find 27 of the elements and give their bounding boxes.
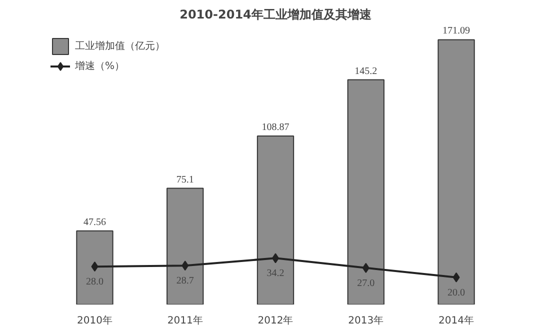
x-tick-label: 2010年	[77, 314, 112, 326]
bar	[438, 39, 475, 304]
bar	[76, 230, 114, 304]
legend-label: 工业增加值（亿元）	[75, 40, 165, 53]
data-label: 108.87	[262, 122, 290, 134]
x-tick-label: 2013年	[348, 314, 384, 326]
data-label: 145.2	[354, 66, 378, 77]
point	[452, 272, 460, 282]
point	[91, 262, 98, 272]
legend-label: 增速（%）	[75, 60, 125, 73]
data-label: 171.09	[442, 26, 470, 37]
x-tick-label: 2012年	[258, 314, 294, 326]
chart-title: 2010-2014年工业增加值及其增速	[180, 8, 372, 22]
bar	[166, 188, 204, 304]
data-label: 47.56	[83, 216, 106, 228]
bar	[347, 79, 384, 304]
x-tick-label: 2014年	[438, 314, 474, 326]
data-label: 34.2	[266, 268, 284, 280]
point	[182, 260, 189, 271]
bar	[256, 136, 294, 304]
x-tick-label: 2011年	[167, 314, 203, 326]
point	[362, 262, 370, 273]
data-label: 28.0	[86, 276, 104, 288]
data-label: 20.0	[448, 287, 466, 298]
data-label: 75.1	[176, 174, 194, 186]
data-label: 28.7	[176, 276, 194, 287]
data-label: 27.0	[357, 278, 375, 289]
